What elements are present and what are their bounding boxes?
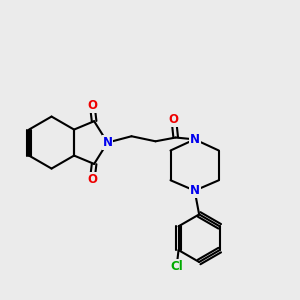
Text: O: O <box>87 99 97 112</box>
Text: O: O <box>87 173 97 186</box>
Text: O: O <box>169 113 179 126</box>
Text: Cl: Cl <box>170 260 183 273</box>
Text: N: N <box>190 133 200 146</box>
Text: N: N <box>190 184 200 197</box>
Text: N: N <box>103 136 112 149</box>
